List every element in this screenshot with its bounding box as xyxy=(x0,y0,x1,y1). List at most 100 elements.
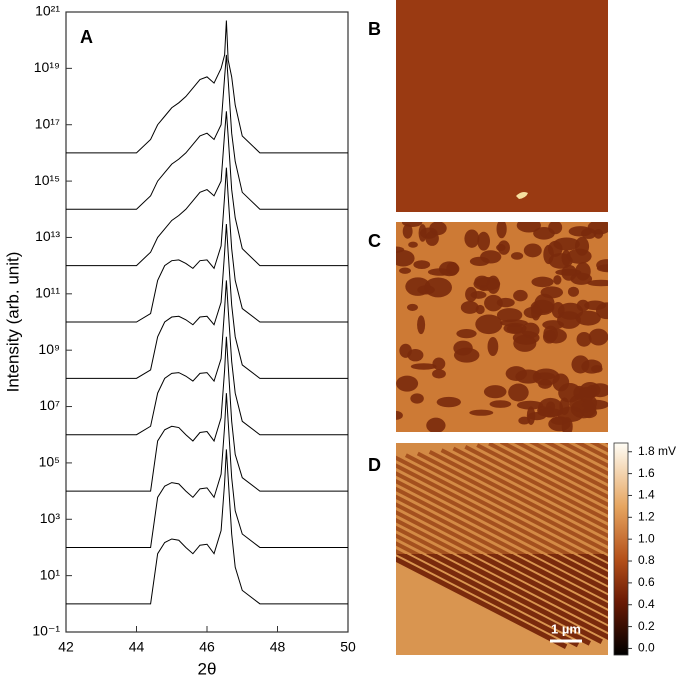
afm-stripe xyxy=(440,448,608,554)
afm-stripe xyxy=(396,554,603,644)
colorbar-tick-label: 1.6 xyxy=(638,466,655,480)
afm-domain xyxy=(413,260,431,270)
afm-stripe xyxy=(452,446,608,554)
afm-domain xyxy=(410,393,424,404)
afm-stripe xyxy=(396,554,592,646)
afm-stripes xyxy=(396,375,685,634)
y-tick-label: 10¹³ xyxy=(35,228,60,244)
panel-label: B xyxy=(368,19,381,39)
afm-domain xyxy=(496,244,506,252)
afm-stripe xyxy=(488,443,608,554)
afm-domain xyxy=(542,330,556,344)
afm-domain xyxy=(407,348,424,362)
afm-image xyxy=(396,0,608,212)
afm-stripe xyxy=(396,465,608,554)
afm-particle xyxy=(516,192,528,199)
afm-stripe xyxy=(396,554,608,641)
plot-area xyxy=(66,20,348,605)
afm-stripe xyxy=(511,443,608,554)
afm-domain xyxy=(399,267,411,274)
afm-domain xyxy=(484,294,503,312)
colorbar-tick-label: 0.0 xyxy=(638,641,655,655)
afm-domain xyxy=(410,363,437,370)
afm-stripe xyxy=(404,453,608,554)
xrd-trace xyxy=(66,54,348,210)
afm-domain xyxy=(453,347,480,363)
afm-domain xyxy=(510,252,524,260)
colorbar-tick-label: 1.8 mV xyxy=(638,444,676,458)
afm-stripe xyxy=(500,443,608,554)
afm-stripe xyxy=(416,451,608,554)
afm-domain xyxy=(426,417,446,432)
afm-domain xyxy=(460,301,479,314)
afm-domain xyxy=(438,261,460,277)
afm-stripe xyxy=(396,456,608,554)
afm-domain xyxy=(436,396,461,408)
afm-domain xyxy=(518,416,531,425)
afm-domain xyxy=(595,302,608,320)
afm-domain xyxy=(464,229,480,248)
afm-stripe xyxy=(396,554,608,639)
colorbar-tick-label: 0.6 xyxy=(638,575,655,589)
xrd-trace xyxy=(66,167,348,323)
afm-domain xyxy=(487,337,499,356)
afm-domain xyxy=(555,268,582,276)
afm-domain xyxy=(523,243,542,258)
afm-stripe xyxy=(644,380,685,632)
afm-domain xyxy=(587,222,608,235)
afm-stripe xyxy=(655,378,685,630)
afm-domain xyxy=(456,329,477,339)
afm-domains xyxy=(396,222,608,432)
afm-stripe xyxy=(464,445,608,554)
afm-stripe xyxy=(679,375,685,627)
afm-domain xyxy=(557,311,581,329)
afm-stripe xyxy=(396,458,608,554)
afm-domain xyxy=(432,357,446,370)
afm-domain xyxy=(548,222,563,235)
afm-domain xyxy=(516,222,541,233)
xrd-trace xyxy=(66,449,348,605)
panel-label: D xyxy=(368,455,381,475)
afm-domain xyxy=(570,272,593,285)
y-tick-label: 10⁷ xyxy=(39,397,60,413)
afm-domain xyxy=(537,408,563,417)
afm-domain xyxy=(496,222,507,239)
afm-domain xyxy=(406,303,419,311)
xrd-trace xyxy=(66,20,348,154)
afm-domain xyxy=(548,253,573,269)
afm-stripe xyxy=(396,460,608,554)
y-tick-label: 10¹ xyxy=(40,566,61,582)
afm-domain xyxy=(477,231,490,251)
afm-domain xyxy=(523,306,543,319)
afm-domain xyxy=(420,227,438,239)
y-tick-label: 10²¹ xyxy=(35,3,60,19)
afm-stripe xyxy=(535,443,608,554)
afm-stripe xyxy=(679,375,685,627)
afm-domain xyxy=(566,248,592,264)
afm-domain xyxy=(515,369,542,384)
afm-domain xyxy=(469,409,494,416)
y-tick-label: 10¹⁵ xyxy=(34,172,60,188)
afm-domain xyxy=(513,334,537,352)
afm-domain xyxy=(548,416,571,432)
afm-stripe xyxy=(396,455,608,554)
afm-domain xyxy=(479,284,488,292)
afm-domain xyxy=(553,275,562,285)
scale-bar-label: 1 µm xyxy=(551,621,581,636)
afm-domain xyxy=(596,259,608,272)
afm-domain xyxy=(538,379,553,389)
afm-domain xyxy=(588,328,608,346)
y-tick-label: 10⁵ xyxy=(39,454,60,470)
afm-stripe xyxy=(632,382,685,634)
x-tick-label: 48 xyxy=(270,639,286,655)
afm-domain xyxy=(581,399,608,410)
afm-domain xyxy=(489,400,512,408)
afm-domain xyxy=(508,383,529,402)
afm-stripe xyxy=(632,382,685,634)
afm-domain xyxy=(475,314,503,335)
afm-stripe xyxy=(476,443,608,554)
xrd-trace xyxy=(66,111,348,267)
colorbar-tick-label: 1.0 xyxy=(638,531,655,545)
afm-domain xyxy=(531,276,554,288)
afm-domain xyxy=(402,223,413,239)
